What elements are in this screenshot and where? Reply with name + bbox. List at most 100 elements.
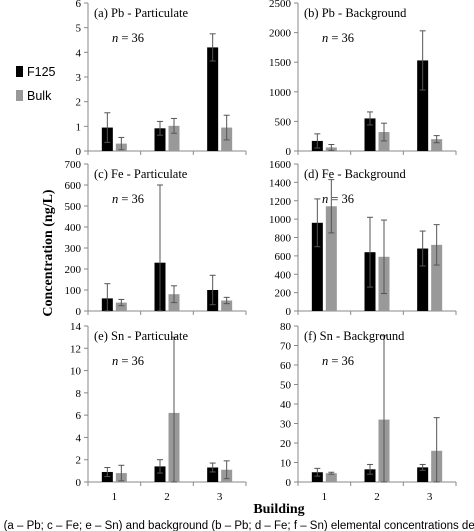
error-bar-bulk-building-3 xyxy=(223,114,230,141)
error-bar-bulk-building-3 xyxy=(433,224,440,266)
x-tick-label: 3 xyxy=(217,491,223,503)
n-label: n = 36 xyxy=(322,192,354,206)
x-tick-label: 1 xyxy=(322,491,328,503)
error-bar-bulk-building-3 xyxy=(223,296,230,305)
error-bar-f125-building-2 xyxy=(157,120,163,136)
y-tick-label: 4 xyxy=(76,47,82,59)
y-tick-label: 200 xyxy=(65,264,82,276)
n-label: n = 36 xyxy=(112,31,144,45)
y-tick-label: 50 xyxy=(280,380,292,392)
y-tick-label: 500 xyxy=(275,116,292,128)
y-tick-label: 0 xyxy=(76,306,82,318)
n-label: n = 36 xyxy=(112,354,144,368)
bar-f125-building-2 xyxy=(154,128,166,151)
error-bar-bulk-building-1 xyxy=(328,471,335,475)
legend-swatch-bulk xyxy=(16,90,23,101)
panel-title: (a) Pb - Particulate xyxy=(94,6,189,20)
error-bar-f125-building-3 xyxy=(209,33,216,62)
bar-f125-building-2 xyxy=(154,466,166,482)
y-tick-label: 1000 xyxy=(269,214,292,226)
y-tick-label: 6 xyxy=(76,410,82,422)
y-tick-label: 60 xyxy=(280,360,292,372)
error-bar-bulk-building-1 xyxy=(118,298,125,307)
panel-title: (c) Fe - Particulate xyxy=(94,167,188,181)
error-bar-f125-building-1 xyxy=(104,283,111,312)
y-tick-label: 200 xyxy=(275,288,292,300)
bar-bulk-building-3 xyxy=(221,300,233,311)
error-bar-f125-building-3 xyxy=(419,30,426,91)
panel-title: (e) Sn - Particulate xyxy=(94,329,189,343)
n-label: n = 36 xyxy=(112,192,144,206)
panel-title: (b) Pb - Background xyxy=(304,6,407,20)
y-tick-label: 400 xyxy=(275,269,292,281)
y-tick-label: 1500 xyxy=(269,57,292,69)
y-tick-label: 20 xyxy=(280,438,292,450)
y-tick-label: 1400 xyxy=(269,177,292,189)
error-bar-bulk-building-3 xyxy=(223,460,230,480)
y-tick-label: 0 xyxy=(76,146,82,158)
error-bar-f125-building-3 xyxy=(209,274,216,306)
error-bar-bulk-building-2 xyxy=(381,219,387,295)
bar-bulk-building-2 xyxy=(378,132,390,151)
bar-bulk-building-3 xyxy=(431,244,443,311)
y-tick-label: 1 xyxy=(76,121,82,133)
y-tick-label: 4 xyxy=(76,432,82,444)
error-bar-f125-building-2 xyxy=(367,216,373,288)
error-bar-bulk-building-2 xyxy=(171,117,177,134)
error-bar-bulk-building-3 xyxy=(433,135,440,144)
y-tick-label: 8 xyxy=(76,388,82,400)
bar-f125-building-3 xyxy=(417,248,429,311)
y-tick-label: 40 xyxy=(280,399,292,411)
error-bar-bulk-building-1 xyxy=(328,179,335,234)
y-tick-label: 0 xyxy=(286,306,292,318)
error-bar-f125-building-2 xyxy=(367,111,373,126)
y-tick-label: 2500 xyxy=(269,0,292,10)
y-tick-label: 12 xyxy=(70,343,81,355)
y-tick-label: 0 xyxy=(76,477,82,489)
x-tick-label: 2 xyxy=(374,491,380,503)
x-tick-label: 1 xyxy=(112,491,118,503)
y-tick-label: 2000 xyxy=(269,28,292,40)
y-tick-label: 80 xyxy=(280,321,292,333)
bar-f125-building-3 xyxy=(417,60,429,152)
bar-f125-building-2 xyxy=(364,118,376,151)
y-tick-label: 10 xyxy=(280,458,292,470)
error-bar-bulk-building-2 xyxy=(171,336,177,483)
y-tick-label: 700 xyxy=(65,159,82,171)
y-tick-label: 2 xyxy=(76,455,82,467)
bar-f125-building-1 xyxy=(311,222,323,311)
y-tick-label: 1000 xyxy=(269,87,292,99)
error-bar-f125-building-1 xyxy=(314,198,321,248)
error-bar-f125-building-3 xyxy=(209,462,216,473)
error-bar-bulk-building-2 xyxy=(381,122,387,142)
panel-title: (f) Sn - Background xyxy=(304,329,405,343)
error-bar-f125-building-1 xyxy=(104,112,111,143)
panel-2: 0 500 1000 1500 2000 2500 (b) Pb - Background n… xyxy=(269,0,457,158)
bar-bulk-building-3 xyxy=(431,139,443,151)
bar-bulk-building-2 xyxy=(168,125,180,151)
y-tick-label: 600 xyxy=(275,251,292,263)
x-axis-label: Building xyxy=(253,502,304,517)
y-tick-label: 1200 xyxy=(269,196,292,208)
panel-4: 0 200 400 600 800 1000 1200 1400 1600 (d) Fe - Ba… xyxy=(269,159,457,318)
panel-1: 0 1 2 3 4 5 6 (a) Pb - Particulate n = 36 xyxy=(76,0,247,158)
y-tick-label: 400 xyxy=(65,222,82,234)
y-tick-label: 100 xyxy=(65,285,82,297)
n-label: n = 36 xyxy=(322,31,354,45)
legend-swatch-f125 xyxy=(16,66,23,77)
y-tick-label: 1600 xyxy=(269,159,292,171)
n-label: n = 36 xyxy=(322,354,354,368)
y-axis-label: Concentration (ng/L) xyxy=(41,189,56,317)
y-tick-label: 5 xyxy=(76,23,82,35)
y-tick-label: 10 xyxy=(70,366,82,378)
bar-bulk-building-1 xyxy=(325,473,337,482)
panel-title: (d) Fe - Background xyxy=(304,167,406,181)
y-tick-label: 800 xyxy=(275,233,292,245)
y-tick-label: 6 xyxy=(76,0,82,10)
y-tick-label: 500 xyxy=(65,201,82,213)
y-tick-label: 14 xyxy=(70,321,82,333)
error-bar-f125-building-1 xyxy=(314,467,321,477)
error-bar-bulk-building-1 xyxy=(118,136,125,151)
y-tick-label: 300 xyxy=(65,243,82,255)
